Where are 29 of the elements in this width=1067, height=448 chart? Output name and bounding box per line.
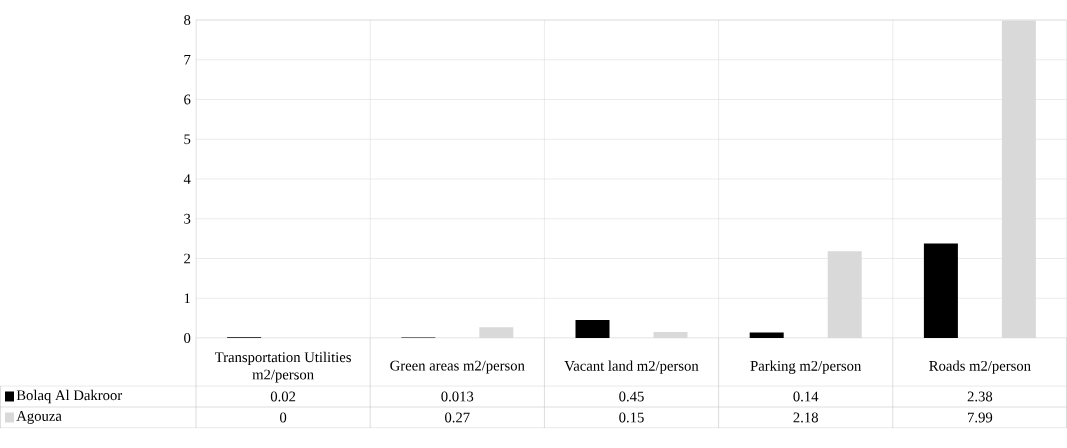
data-label: 0.14 — [793, 391, 819, 402]
x-tick-label: Vacant land m2/person — [564, 360, 699, 374]
x-tick-label: Roads m2/person — [929, 360, 1031, 374]
bar — [923, 243, 958, 338]
y-tick-label: 3 — [184, 213, 191, 224]
data-label: 0.02 — [270, 391, 296, 402]
legend-label: Bolaq Al Dakroor — [16, 389, 123, 404]
data-label: 0.27 — [445, 412, 470, 423]
bar — [749, 332, 784, 338]
data-label: 0.013 — [441, 391, 474, 402]
data-label: 0.45 — [619, 391, 644, 402]
data-label: 7.99 — [968, 412, 993, 423]
x-tick-label: Parking m2/person — [750, 360, 862, 374]
data-label: 2.38 — [967, 391, 993, 402]
data-label: 0 — [280, 412, 287, 423]
y-tick-label: 1 — [184, 293, 190, 304]
y-tick-label: 8 — [184, 15, 191, 25]
y-tick-label: 5 — [184, 134, 191, 145]
y-tick-label: 0 — [184, 333, 191, 343]
y-tick-label: 7 — [184, 54, 191, 65]
y-tick-label: 2 — [184, 253, 191, 264]
legend-label: Agouza — [16, 411, 62, 424]
data-label: 0.15 — [619, 412, 644, 423]
bar — [575, 320, 610, 338]
data-label: 2.18 — [793, 412, 818, 423]
x-tick-label: Transportation Utilities m2/person — [215, 351, 351, 383]
x-tick-label: Green areas m2/person — [390, 360, 525, 374]
y-tick-label: 4 — [183, 174, 191, 184]
y-tick-label: 6 — [184, 94, 191, 105]
